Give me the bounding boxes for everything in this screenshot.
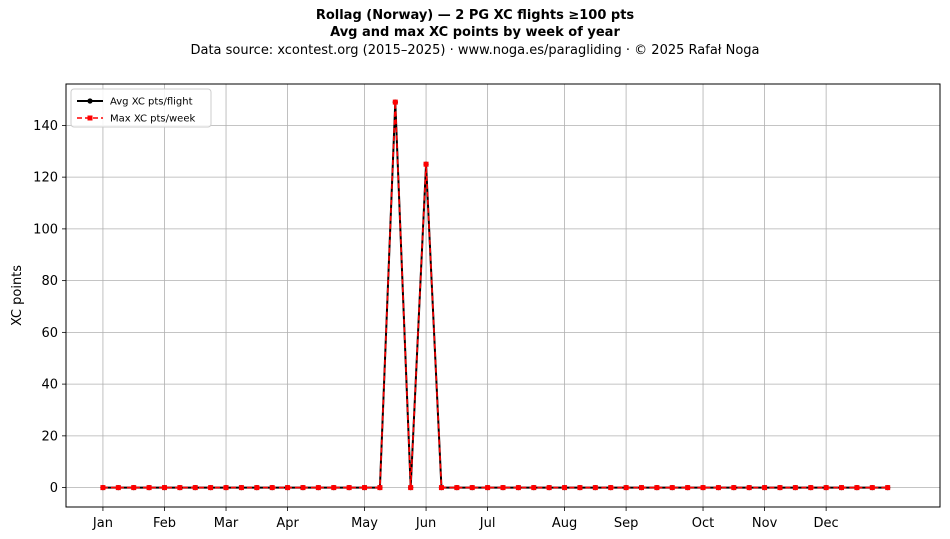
data-point-series-2	[700, 485, 706, 491]
x-tick-label: May	[351, 516, 378, 531]
y-tick-label: 140	[33, 119, 58, 134]
data-point-series-2	[685, 485, 691, 491]
data-point-series-2	[531, 485, 537, 491]
legend-box	[70, 88, 212, 128]
data-point-series-2	[454, 485, 460, 491]
y-tick-label: 40	[41, 378, 58, 393]
data-point-series-2	[792, 485, 798, 491]
x-tick-label: Jun	[415, 516, 436, 531]
data-point-series-2	[885, 485, 891, 491]
y-axis-label: XC points	[10, 265, 25, 326]
data-point-series-2	[500, 485, 506, 491]
data-point-series-2	[823, 485, 829, 491]
x-tick-label: Nov	[752, 516, 778, 531]
data-point-series-2	[285, 485, 291, 491]
data-point-series-2	[669, 485, 675, 491]
data-point-series-2	[654, 485, 660, 491]
data-point-series-2	[331, 485, 337, 491]
data-point-series-2	[731, 485, 737, 491]
data-point-series-2	[300, 485, 306, 491]
plot-frame	[65, 83, 941, 508]
chart-source-line: Data source: xcontest.org (2015–2025) · …	[190, 43, 760, 58]
legend-label-1: Avg XC pts/flight	[110, 97, 193, 108]
data-point-series-2	[177, 485, 183, 491]
data-point-series-2	[208, 485, 214, 491]
x-tick-label: Mar	[214, 516, 239, 531]
data-point-series-2	[715, 485, 721, 491]
x-tick-label: Oct	[692, 516, 714, 531]
x-tick-label: Apr	[276, 516, 299, 531]
x-tick-label: Feb	[153, 516, 176, 531]
data-point-series-2	[608, 485, 614, 491]
data-point-series-2	[269, 485, 275, 491]
data-point-series-2	[238, 485, 244, 491]
y-tick-label: 0	[50, 481, 58, 496]
data-point-series-2	[223, 485, 229, 491]
chart-subtitle: Avg and max XC points by week of year	[330, 25, 620, 40]
legend-label-2: Max XC pts/week	[110, 114, 195, 125]
y-tick-label: 120	[33, 171, 58, 186]
data-point-series-2	[638, 485, 644, 491]
data-point-series-2	[254, 485, 260, 491]
data-point-series-2	[515, 485, 521, 491]
data-point-series-2	[131, 485, 137, 491]
data-point-series-2	[869, 485, 875, 491]
data-point-series-2	[161, 485, 167, 491]
legend-marker-1	[87, 98, 93, 104]
x-tick-label: Dec	[814, 516, 839, 531]
series-line-1	[102, 101, 888, 489]
data-point-series-2	[100, 485, 106, 491]
legend-marker-2	[87, 115, 93, 121]
x-tick-label: Aug	[552, 516, 577, 531]
data-point-series-2	[346, 485, 352, 491]
data-point-series-2	[469, 485, 475, 491]
data-point-series-2	[377, 485, 383, 491]
x-tick-label: Jan	[92, 516, 113, 531]
data-point-series-2	[315, 485, 321, 491]
data-point-series-2	[762, 485, 768, 491]
data-point-series-2	[408, 485, 414, 491]
data-point-series-2	[746, 485, 752, 491]
data-point-series-2	[546, 485, 552, 491]
data-point-series-2	[592, 485, 598, 491]
data-point-series-2	[577, 485, 583, 491]
y-tick-label: 20	[41, 429, 58, 444]
series-line-2	[102, 101, 888, 489]
data-point-series-2	[392, 99, 398, 105]
chart-title: Rollag (Norway) — 2 PG XC flights ≥100 p…	[315, 8, 635, 23]
data-point-series-2	[562, 485, 568, 491]
data-point-series-2	[192, 485, 198, 491]
y-tick-label: 60	[41, 326, 58, 341]
data-point-series-2	[808, 485, 814, 491]
y-tick-label: 100	[33, 222, 58, 237]
data-point-series-2	[146, 485, 152, 491]
data-point-series-2	[485, 485, 491, 491]
x-tick-label: Jul	[479, 516, 496, 531]
data-point-series-2	[839, 485, 845, 491]
data-point-series-2	[623, 485, 629, 491]
data-point-series-2	[423, 161, 429, 167]
data-point-series-2	[362, 485, 368, 491]
data-point-series-2	[854, 485, 860, 491]
data-point-series-2	[777, 485, 783, 491]
data-point-series-2	[115, 485, 121, 491]
x-tick-label: Sep	[614, 516, 639, 531]
data-point-series-2	[438, 485, 444, 491]
y-tick-label: 80	[41, 274, 58, 289]
